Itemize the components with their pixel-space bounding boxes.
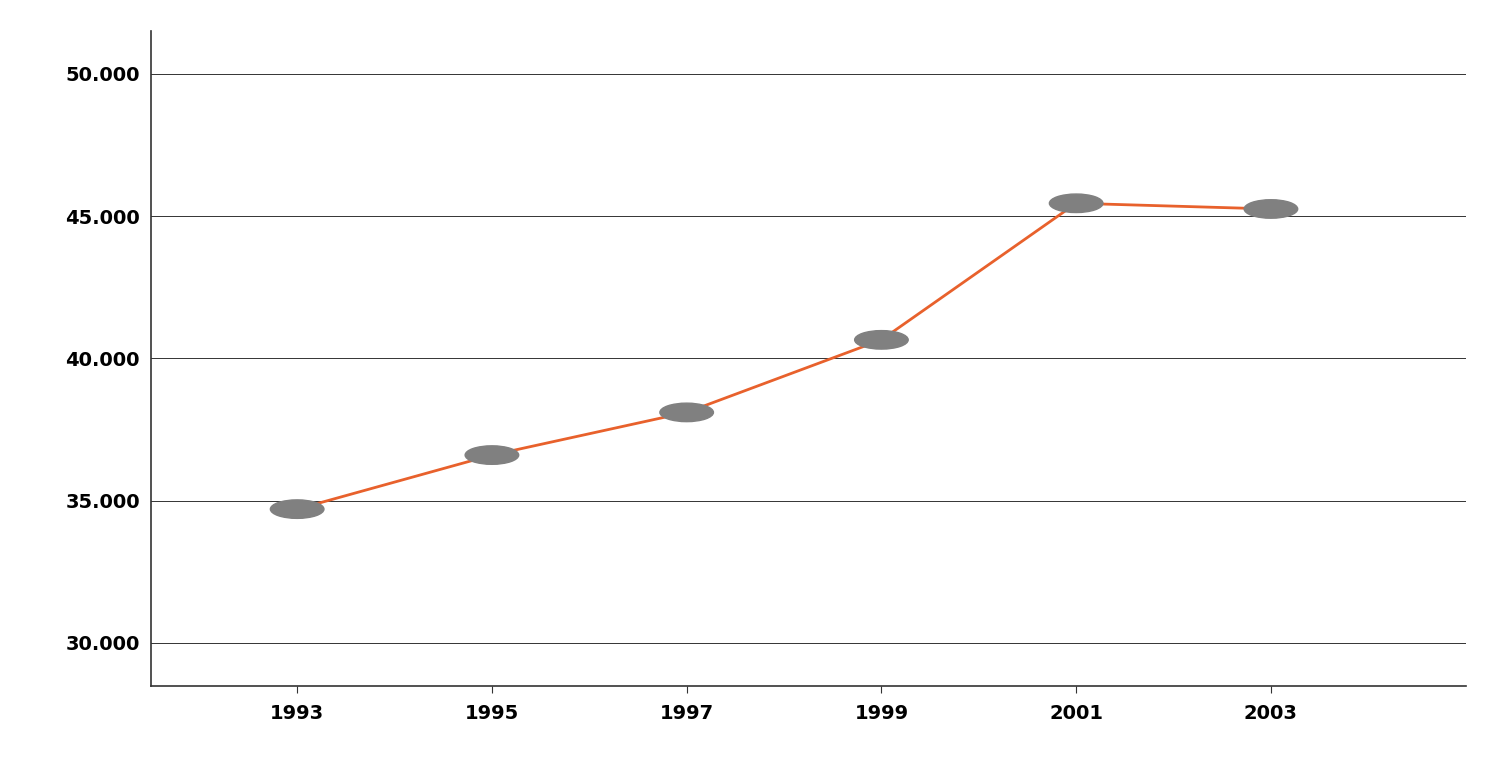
Ellipse shape xyxy=(855,330,908,349)
Ellipse shape xyxy=(1050,194,1103,213)
Ellipse shape xyxy=(660,404,713,421)
Ellipse shape xyxy=(465,446,518,464)
Ellipse shape xyxy=(270,500,323,518)
Ellipse shape xyxy=(1244,199,1298,218)
